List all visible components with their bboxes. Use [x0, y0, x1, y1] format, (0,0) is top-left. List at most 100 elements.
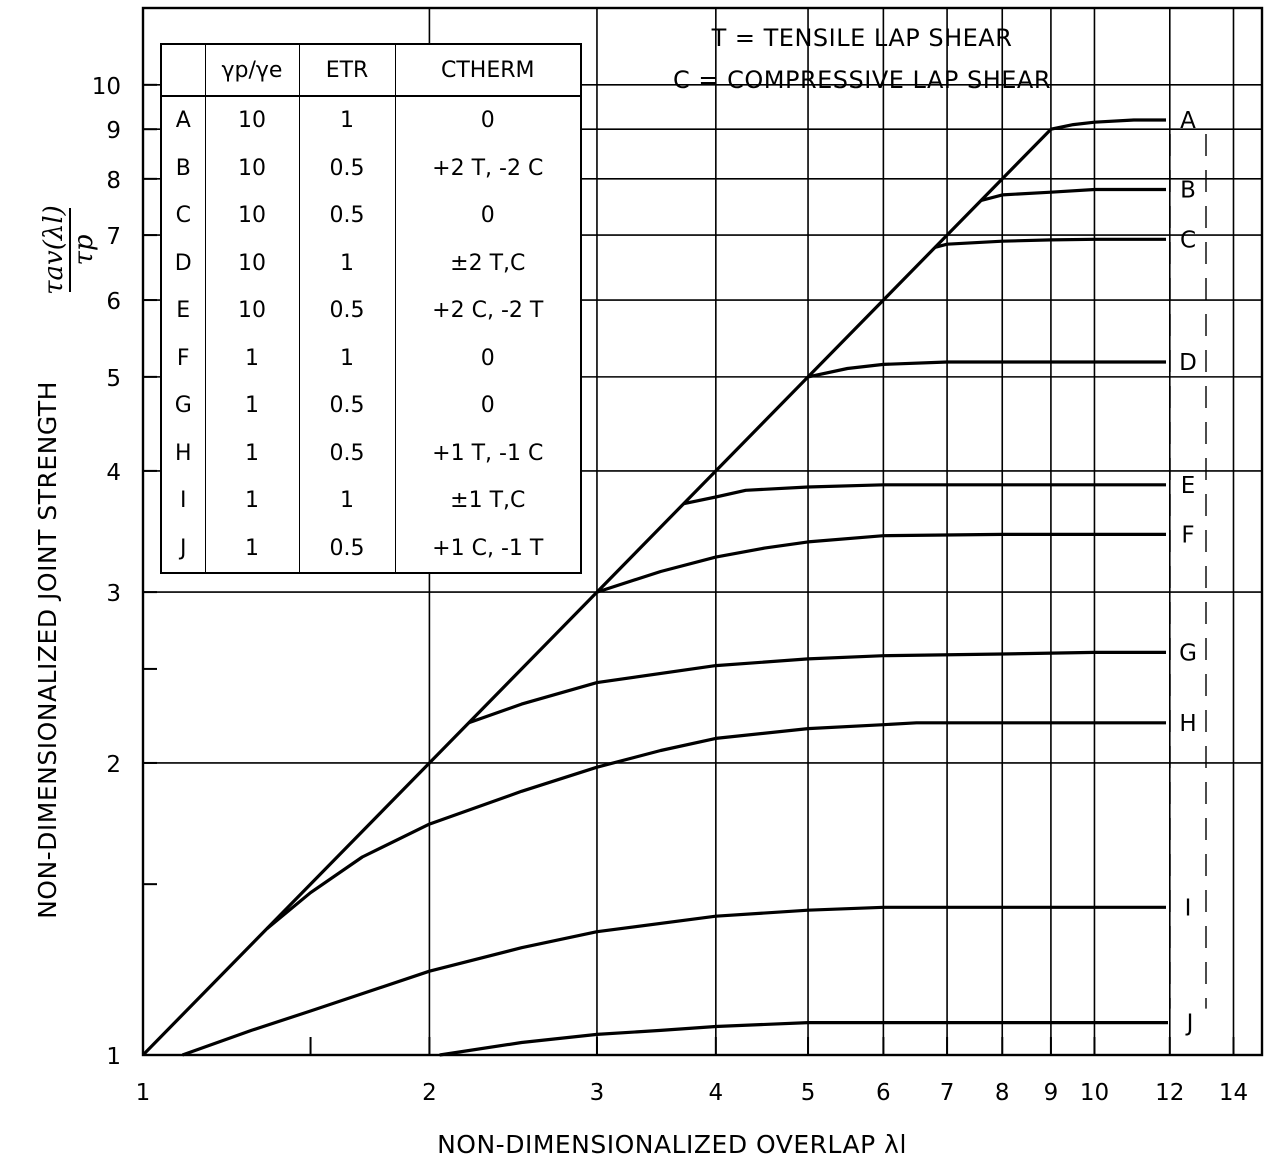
y-tick-label: 7: [106, 224, 121, 250]
x-axis-label: NON-DIMENSIONALIZED OVERLAP λl: [437, 1130, 907, 1159]
legend-cell-etr: 0.5: [298, 192, 396, 240]
y-tick-label: 10: [92, 74, 121, 100]
legend-cell-ctherm: +1 T, -1 C: [394, 429, 582, 477]
x-tick-label: 4: [709, 1080, 724, 1106]
annotation-compressive: C = COMPRESSIVE LAP SHEAR: [673, 66, 1051, 94]
x-tick-label: 6: [876, 1080, 891, 1106]
legend-cell-curve: A: [160, 96, 206, 145]
plot-border: [141, 6, 1264, 1057]
legend-cell-curve: D: [160, 239, 206, 287]
y-axis-formula: τav(λl) τp: [39, 205, 99, 295]
legend-row: J 1 0.5 +1 C, -1 T: [160, 524, 582, 573]
legend-cell-gamma-ratio: 10: [204, 192, 300, 240]
legend-body: A 10 1 0 B 10 0.5 +2 T, -2 C C 10 0.5 0 D 10 1 ±2 T,C E 1…: [160, 96, 582, 573]
y-formula-denominator: τp: [69, 234, 99, 265]
legend-cell-etr: 1: [298, 96, 396, 145]
series-b-line: [980, 187, 1166, 203]
legend-cell-ctherm: 0: [394, 334, 582, 382]
legend-cell-ctherm: +2 C, -2 T: [394, 287, 582, 335]
x-tick-label: 5: [801, 1080, 816, 1106]
annotation-tensile: T = TENSILE LAP SHEAR: [711, 24, 1013, 52]
series-f-line: [596, 532, 1166, 594]
legend-row: E 10 0.5 +2 C, -2 T: [160, 287, 582, 335]
series-labels: A BC D EF G H I J: [1169, 108, 1207, 1037]
legend-cell-curve: H: [160, 429, 206, 477]
series-c-line: [934, 237, 1166, 249]
legend-cell-ctherm: ±1 T,C: [394, 477, 582, 525]
legend-cell-curve: F: [160, 334, 206, 382]
legend-cell-gamma-ratio: 1: [204, 429, 300, 477]
series-j-label: J: [1185, 1011, 1194, 1037]
legend-header-row: γp/γe ETR CTHERM: [160, 44, 582, 97]
legend-cell-ctherm: 0: [394, 192, 582, 240]
legend-cell-gamma-ratio: 10: [204, 96, 300, 145]
x-tick-label: 9: [1044, 1080, 1059, 1106]
series-c-label: C: [1180, 227, 1196, 253]
x-tick-label: 14: [1219, 1080, 1248, 1106]
legend-cell-curve: C: [160, 192, 206, 240]
series-d-line: [807, 360, 1166, 379]
legend-cell-etr: 0.5: [298, 524, 396, 573]
y-tick-label: 6: [106, 289, 121, 315]
legend-cell-etr: 0.5: [298, 144, 396, 192]
y-axis-label: NON-DIMENSIONALIZED JOINT STRENGTH: [33, 381, 62, 919]
legend-cell-etr: 0.5: [298, 382, 396, 430]
legend-cell-gamma-ratio: 1: [204, 524, 300, 573]
grid-lines: [143, 8, 1262, 1055]
legend-cell-gamma-ratio: 10: [204, 144, 300, 192]
x-tick-label: 12: [1155, 1080, 1184, 1106]
series-i-line: [181, 905, 1166, 1057]
series-e-label: E: [1181, 473, 1196, 499]
legend-cell-ctherm: 0: [394, 382, 582, 430]
series-a-label: A: [1180, 108, 1196, 134]
y-tick-label: 5: [106, 366, 121, 392]
series-e-line: [683, 483, 1166, 506]
y-tick-label: 1: [106, 1044, 121, 1070]
series-b-label: B: [1180, 178, 1196, 204]
legend-row: D 10 1 ±2 T,C: [160, 239, 582, 287]
legend-cell-ctherm: +1 C, -1 T: [394, 524, 582, 573]
legend-cell-etr: 0.5: [298, 429, 396, 477]
legend-row: C 10 0.5 0: [160, 192, 582, 240]
legend-cell-etr: 1: [298, 334, 396, 382]
legend-cell-etr: 1: [298, 239, 396, 287]
legend-row: I 1 1 ±1 T,C: [160, 477, 582, 525]
x-tick-label: 8: [995, 1080, 1010, 1106]
legend-cell-curve: E: [160, 287, 206, 335]
y-axis-label-group: NON-DIMENSIONALIZED JOINT STRENGTH: [33, 381, 62, 919]
series-a-line: [1050, 118, 1166, 131]
series-j-line: [439, 1021, 1168, 1057]
series-g-line: [468, 650, 1166, 725]
legend-cell-ctherm: ±2 T,C: [394, 239, 582, 287]
series-f-label: F: [1181, 522, 1194, 548]
legend-cell-ctherm: 0: [394, 96, 582, 145]
x-tick-label: 3: [590, 1080, 605, 1106]
legend-cell-etr: 1: [298, 477, 396, 525]
legend-cell-curve: J: [160, 524, 206, 573]
y-tick-label: 3: [106, 581, 121, 607]
legend-cell-curve: B: [160, 144, 206, 192]
series-d-label: D: [1179, 350, 1197, 376]
legend-header-curve: [160, 44, 206, 97]
legend-cell-curve: I: [160, 477, 206, 525]
x-tick-label: 10: [1080, 1080, 1109, 1106]
legend-cell-gamma-ratio: 1: [204, 477, 300, 525]
y-formula-numerator: τav(λl): [39, 205, 69, 295]
legend-cell-ctherm: +2 T, -2 C: [394, 144, 582, 192]
legend-cell-gamma-ratio: 1: [204, 382, 300, 430]
legend-header-ctherm: CTHERM: [394, 44, 582, 97]
series-h-line: [265, 721, 1166, 930]
series-g-label: G: [1179, 640, 1197, 666]
legend-row: H 1 0.5 +1 T, -1 C: [160, 429, 582, 477]
y-tick-label: 2: [106, 752, 121, 778]
legend-cell-curve: G: [160, 382, 206, 430]
y-tick-label: 4: [106, 460, 121, 486]
y-tick-label: 9: [106, 118, 121, 144]
legend-cell-etr: 0.5: [298, 287, 396, 335]
y-tick-label: 8: [106, 168, 121, 194]
plot-frame: [141, 6, 1264, 1057]
series-curves: [141, 118, 1168, 1057]
